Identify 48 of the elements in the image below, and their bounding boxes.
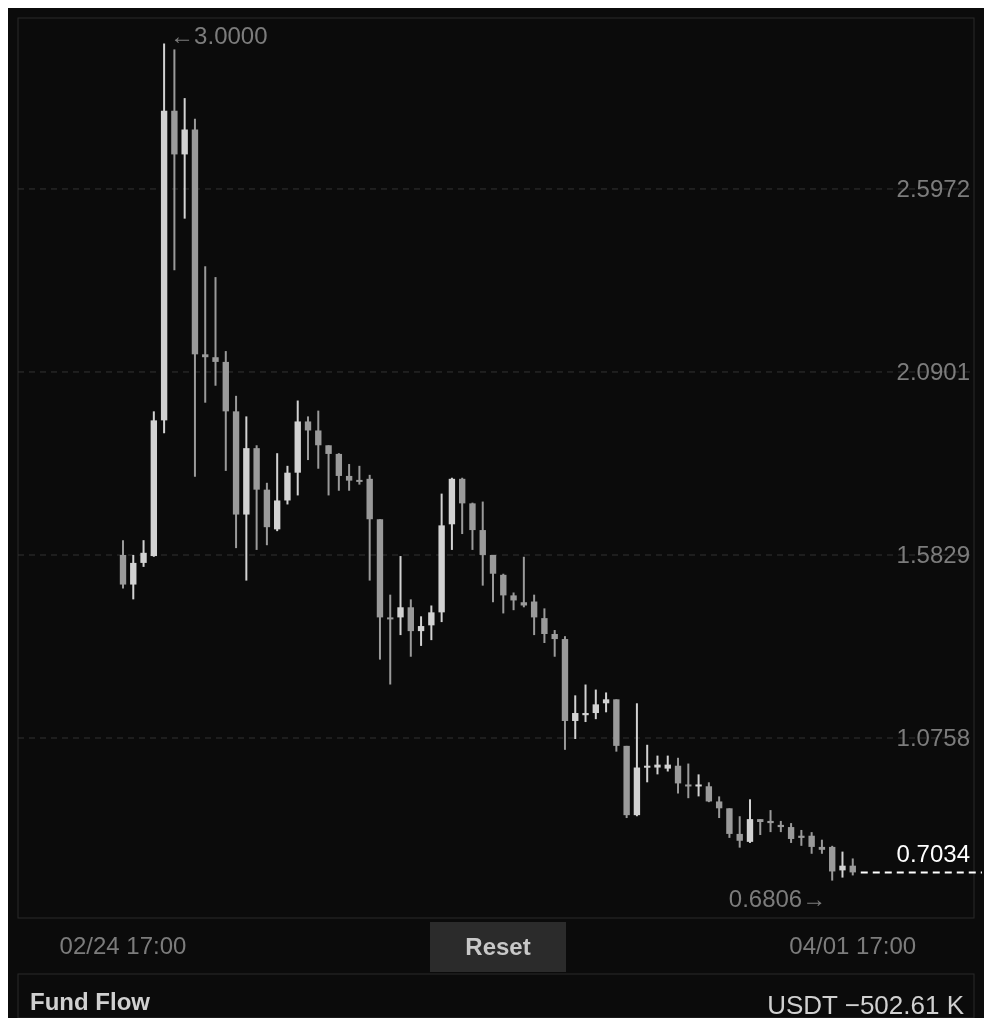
candlestick bbox=[808, 831, 815, 855]
candlestick bbox=[387, 593, 394, 686]
x-tick-label: 04/01 17:00 bbox=[789, 932, 917, 959]
candlestick bbox=[787, 822, 795, 844]
candlestick bbox=[304, 415, 312, 462]
candlestick bbox=[592, 688, 599, 721]
candlestick bbox=[130, 553, 137, 601]
candlestick bbox=[695, 773, 702, 798]
candlestick bbox=[685, 762, 692, 800]
candlestick bbox=[839, 850, 846, 879]
candlestick bbox=[715, 795, 723, 820]
candlestick bbox=[746, 798, 754, 844]
candlestick bbox=[417, 615, 425, 647]
candlestick bbox=[397, 555, 404, 637]
candlestick bbox=[541, 607, 548, 645]
y-tick-label: 1.5829 bbox=[896, 541, 970, 569]
annotation: 0.6806→ bbox=[728, 884, 827, 912]
text: Reset bbox=[465, 933, 531, 960]
y-tick-label: 2.0901 bbox=[896, 358, 970, 386]
candlestick bbox=[654, 754, 661, 776]
candlestick bbox=[644, 743, 651, 784]
candlestick bbox=[345, 463, 353, 492]
candlestick bbox=[489, 553, 497, 604]
text: Fund Flow bbox=[30, 988, 151, 1015]
ref-line-label: 0.7034 bbox=[896, 840, 970, 868]
candlestick bbox=[582, 683, 589, 724]
y-tick-label: 2.5972 bbox=[896, 175, 970, 203]
candlestick bbox=[315, 409, 322, 470]
candlestick bbox=[674, 756, 682, 795]
text: USDT −502.61 K bbox=[767, 990, 965, 1020]
candlestick bbox=[212, 276, 219, 387]
candlestick bbox=[407, 598, 414, 658]
y-tick-label: 1.0758 bbox=[896, 724, 970, 752]
candlestick bbox=[705, 781, 713, 804]
annotation: ←3.0000 bbox=[170, 21, 268, 49]
candlestick bbox=[325, 444, 332, 497]
candlestick bbox=[736, 815, 743, 849]
candlestick bbox=[428, 604, 435, 642]
candlestick bbox=[500, 572, 507, 615]
candlestick bbox=[551, 629, 558, 658]
candlestick bbox=[602, 691, 610, 714]
candlestick bbox=[140, 539, 147, 568]
x-tick-label: 02/24 17:00 bbox=[59, 932, 187, 959]
candlestick bbox=[202, 265, 209, 404]
candlestick bbox=[572, 694, 579, 741]
candlestick bbox=[335, 452, 343, 492]
candlestick bbox=[356, 464, 363, 486]
candlestick bbox=[767, 809, 774, 834]
